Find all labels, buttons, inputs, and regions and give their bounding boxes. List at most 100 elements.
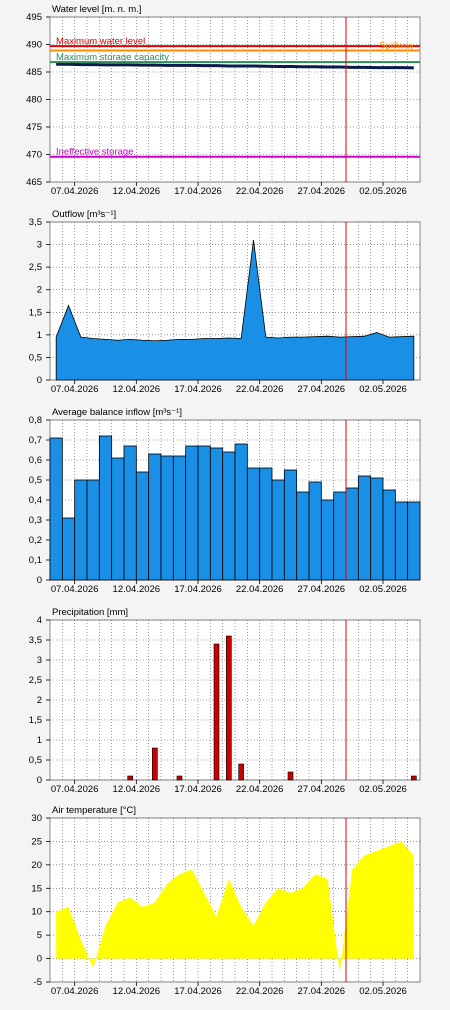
x-tick-label: 22.04.2026 xyxy=(236,584,284,595)
x-tick-label: 07.04.2026 xyxy=(51,584,99,595)
step-bar xyxy=(185,445,199,581)
bar xyxy=(238,763,244,781)
y-tick-label: 2,5 xyxy=(29,675,42,686)
y-tick-label: 0,6 xyxy=(29,455,42,466)
y-tick-label: 0 xyxy=(37,375,42,386)
y-tick-label: 0,2 xyxy=(29,535,42,546)
bar xyxy=(127,775,133,781)
y-tick-label: 25 xyxy=(31,836,42,847)
y-tick-label: 0,5 xyxy=(29,755,42,766)
step-bar xyxy=(407,501,421,581)
y-tick-label: 0,7 xyxy=(29,435,42,446)
x-tick-label: 17.04.2026 xyxy=(174,384,222,395)
x-tick-label: 12.04.2026 xyxy=(113,784,161,795)
step-bar xyxy=(197,445,211,581)
series-area xyxy=(55,240,415,381)
y-tick-label: 2,5 xyxy=(29,262,42,273)
x-tick-label: 02.05.2026 xyxy=(359,186,407,197)
step-bar xyxy=(394,501,409,581)
x-tick-label: 17.04.2026 xyxy=(174,986,222,997)
x-tick-label: 07.04.2026 xyxy=(51,784,99,795)
x-tick-label: 17.04.2026 xyxy=(174,784,222,795)
step-bar xyxy=(222,451,236,581)
x-tick-label: 02.05.2026 xyxy=(359,384,407,395)
x-tick-label: 07.04.2026 xyxy=(51,384,99,395)
step-bar xyxy=(320,499,335,581)
step-bar xyxy=(148,453,162,581)
x-tick-label: 12.04.2026 xyxy=(113,384,161,395)
bar xyxy=(152,747,158,781)
x-tick-label: 02.05.2026 xyxy=(359,584,407,595)
y-tick-label: -5 xyxy=(34,977,42,988)
y-tick-label: 1 xyxy=(37,330,42,341)
series-area xyxy=(56,841,414,973)
chart-title: Water level [m. n. m.] xyxy=(52,4,141,15)
y-tick-label: 15 xyxy=(31,883,42,894)
step-bar xyxy=(259,467,273,581)
x-tick-label: 22.04.2026 xyxy=(236,384,284,395)
x-tick-label: 12.04.2026 xyxy=(113,584,161,595)
x-tick-label: 22.04.2026 xyxy=(236,784,284,795)
y-tick-label: 470 xyxy=(26,150,42,161)
y-tick-label: 0,5 xyxy=(29,475,42,486)
x-tick-label: 22.04.2026 xyxy=(236,186,284,197)
y-tick-label: 0 xyxy=(37,575,42,586)
chart-title: Precipitation [mm] xyxy=(52,607,128,618)
x-tick-label: 27.04.2026 xyxy=(298,584,346,595)
step-bar xyxy=(86,479,100,581)
y-tick-label: 5 xyxy=(37,930,42,941)
x-tick-label: 27.04.2026 xyxy=(298,186,346,197)
step-bar xyxy=(271,479,285,581)
bar xyxy=(226,635,232,781)
step-bar xyxy=(160,455,174,581)
step-bar xyxy=(234,443,248,581)
y-tick-label: 475 xyxy=(26,122,42,133)
y-tick-label: 20 xyxy=(31,860,42,871)
x-tick-label: 02.05.2026 xyxy=(359,986,407,997)
step-bar xyxy=(111,457,125,581)
step-bar xyxy=(246,467,261,581)
x-tick-label: 12.04.2026 xyxy=(113,986,161,997)
step-bar xyxy=(345,487,359,581)
x-tick-label: 07.04.2026 xyxy=(51,186,99,197)
step-bar xyxy=(61,517,76,581)
y-tick-label: 0,8 xyxy=(29,415,42,426)
reference-label: Maximum water level xyxy=(56,36,145,47)
y-tick-label: 495 xyxy=(26,12,42,23)
x-tick-label: 27.04.2026 xyxy=(298,384,346,395)
y-tick-label: 30 xyxy=(31,813,42,824)
step-bar xyxy=(98,435,113,581)
step-bar xyxy=(123,445,137,581)
x-tick-label: 22.04.2026 xyxy=(236,986,284,997)
y-tick-label: 490 xyxy=(26,40,42,51)
bar xyxy=(287,771,294,781)
step-bar xyxy=(357,475,372,581)
x-tick-label: 17.04.2026 xyxy=(174,186,222,197)
step-bar xyxy=(172,455,187,581)
y-tick-label: 3 xyxy=(37,240,42,251)
reference-label: Spillway xyxy=(379,41,414,52)
chart-title: Air temperature [°C] xyxy=(52,805,136,816)
y-tick-label: 1,5 xyxy=(29,715,42,726)
x-tick-label: 27.04.2026 xyxy=(298,784,346,795)
plot-area xyxy=(49,619,421,781)
x-tick-label: 27.04.2026 xyxy=(298,986,346,997)
y-tick-label: 0,3 xyxy=(29,515,42,526)
x-tick-label: 12.04.2026 xyxy=(113,186,161,197)
step-bar xyxy=(308,481,322,581)
reference-label: Maximum storage capacity xyxy=(56,52,169,63)
step-bar xyxy=(74,479,88,581)
step-bar xyxy=(49,437,63,581)
step-bar xyxy=(209,447,224,581)
step-bar xyxy=(135,471,150,581)
y-tick-label: 480 xyxy=(26,95,42,106)
step-bar xyxy=(283,469,298,581)
x-tick-label: 17.04.2026 xyxy=(174,584,222,595)
y-tick-label: 465 xyxy=(26,177,42,188)
x-tick-label: 07.04.2026 xyxy=(51,986,99,997)
y-tick-label: 0,4 xyxy=(29,495,42,506)
y-tick-label: 3 xyxy=(37,655,42,666)
step-bar xyxy=(333,491,347,581)
y-tick-label: 0 xyxy=(37,954,42,965)
